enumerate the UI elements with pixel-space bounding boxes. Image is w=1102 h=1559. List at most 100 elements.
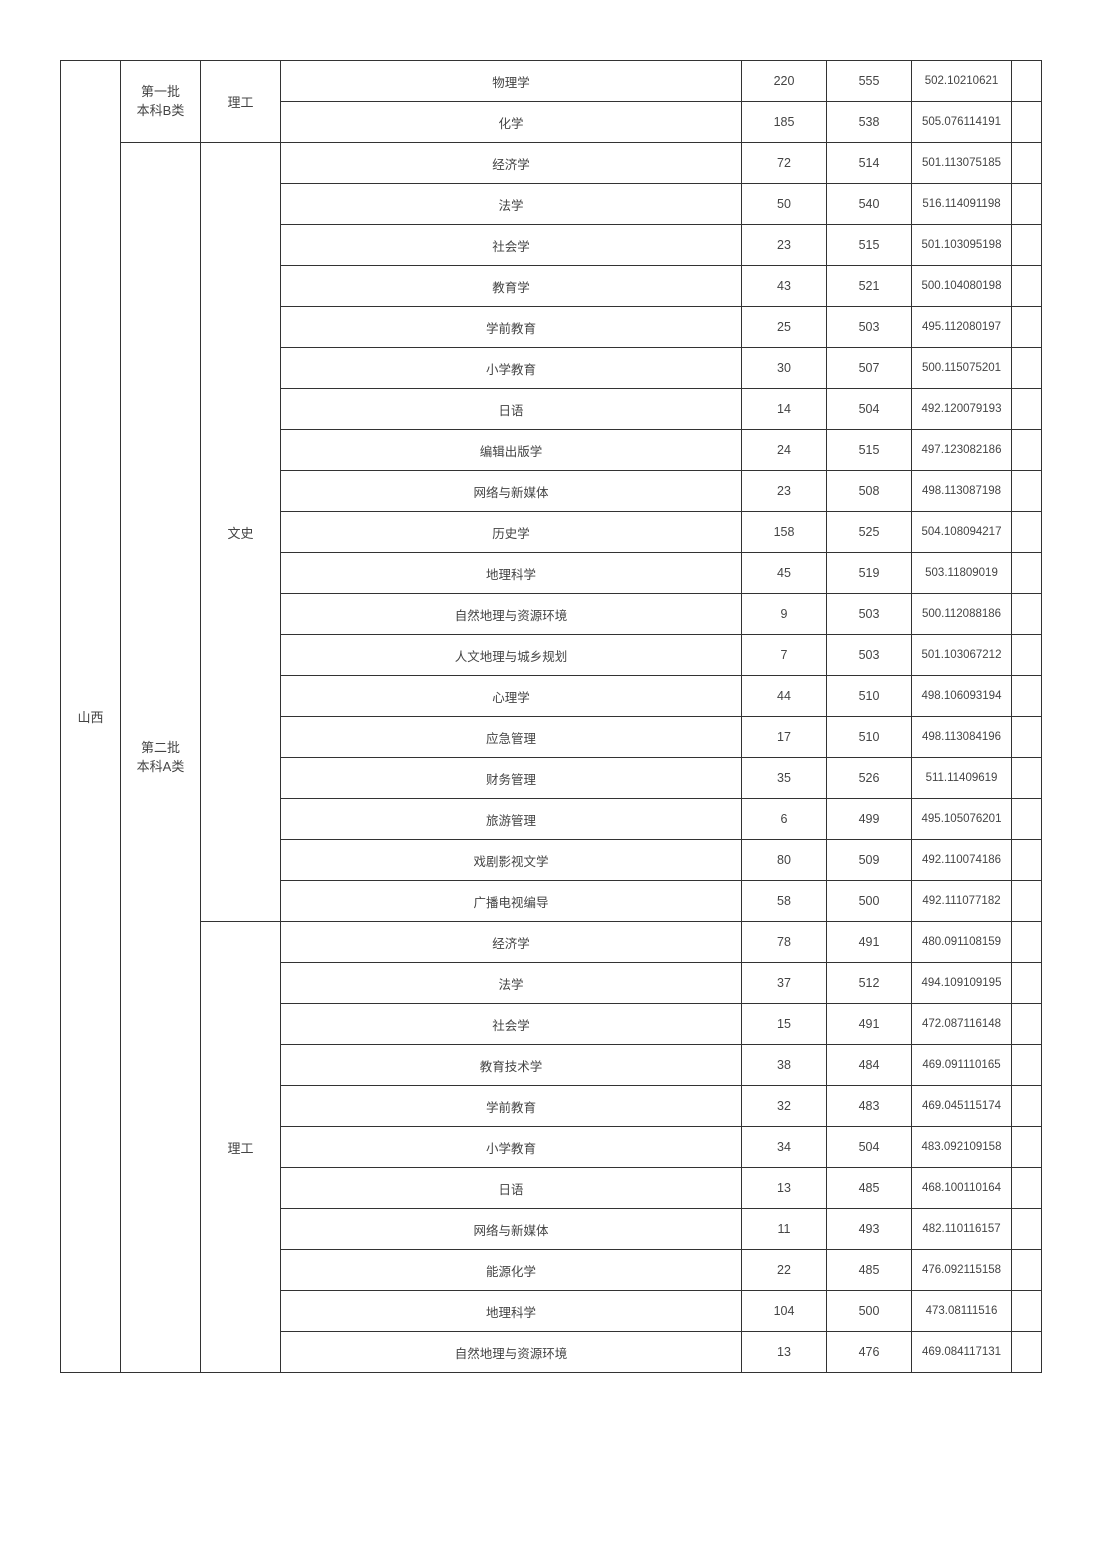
table-row: 网络与新媒体11493482.110116157: [281, 1209, 1042, 1250]
empty-cell: [1012, 1045, 1042, 1086]
value-c-cell: 503.11809019: [912, 553, 1012, 594]
value-c-cell: 502.10210621: [912, 61, 1012, 102]
major-name-cell: 物理学: [281, 61, 742, 102]
empty-cell: [1012, 1291, 1042, 1332]
batch-row: 第一批本科B类理工物理学220555502.10210621化学18553850…: [121, 61, 1042, 143]
table-row: 历史学158525504.108094217: [281, 512, 1042, 553]
value-a-cell: 13: [742, 1168, 827, 1209]
empty-cell: [1012, 389, 1042, 430]
table-row: 学前教育25503495.112080197: [281, 307, 1042, 348]
batch-label: 第一批本科B类: [121, 61, 201, 143]
majors-column: 物理学220555502.10210621化学185538505.0761141…: [281, 61, 1042, 143]
value-b-cell: 514: [827, 143, 912, 184]
value-b-cell: 555: [827, 61, 912, 102]
table-row: 地理科学104500473.08111516: [281, 1291, 1042, 1332]
value-c-cell: 501.103095198: [912, 225, 1012, 266]
value-c-cell: 498.113084196: [912, 717, 1012, 758]
empty-cell: [1012, 102, 1042, 143]
major-name-cell: 日语: [281, 389, 742, 430]
value-b-cell: 493: [827, 1209, 912, 1250]
value-a-cell: 14: [742, 389, 827, 430]
value-b-cell: 503: [827, 594, 912, 635]
value-c-cell: 497.123082186: [912, 430, 1012, 471]
value-b-cell: 540: [827, 184, 912, 225]
major-name-cell: 自然地理与资源环境: [281, 1332, 742, 1373]
value-b-cell: 515: [827, 430, 912, 471]
value-a-cell: 13: [742, 1332, 827, 1373]
value-c-cell: 494.109109195: [912, 963, 1012, 1004]
table-row: 社会学15491472.087116148: [281, 1004, 1042, 1045]
empty-cell: [1012, 430, 1042, 471]
empty-cell: [1012, 1209, 1042, 1250]
table-row: 学前教育32483469.045115174: [281, 1086, 1042, 1127]
empty-cell: [1012, 717, 1042, 758]
empty-cell: [1012, 881, 1042, 922]
value-b-cell: 525: [827, 512, 912, 553]
value-b-cell: 509: [827, 840, 912, 881]
category-row: 理工经济学78491480.091108159法学37512494.109109…: [201, 922, 1042, 1373]
value-b-cell: 538: [827, 102, 912, 143]
table-row: 小学教育30507500.115075201: [281, 348, 1042, 389]
value-b-cell: 500: [827, 1291, 912, 1332]
value-a-cell: 220: [742, 61, 827, 102]
major-name-cell: 自然地理与资源环境: [281, 594, 742, 635]
table-row: 小学教育34504483.092109158: [281, 1127, 1042, 1168]
value-b-cell: 526: [827, 758, 912, 799]
value-a-cell: 30: [742, 348, 827, 389]
value-c-cell: 511.11409619: [912, 758, 1012, 799]
major-name-cell: 法学: [281, 963, 742, 1004]
value-a-cell: 37: [742, 963, 827, 1004]
value-a-cell: 78: [742, 922, 827, 963]
empty-cell: [1012, 594, 1042, 635]
value-a-cell: 25: [742, 307, 827, 348]
value-a-cell: 35: [742, 758, 827, 799]
table-row: 广播电视编导58500492.111077182: [281, 881, 1042, 922]
value-a-cell: 50: [742, 184, 827, 225]
major-name-cell: 网络与新媒体: [281, 1209, 742, 1250]
value-b-cell: 507: [827, 348, 912, 389]
value-a-cell: 34: [742, 1127, 827, 1168]
table-row: 法学37512494.109109195: [281, 963, 1042, 1004]
value-c-cell: 483.092109158: [912, 1127, 1012, 1168]
empty-cell: [1012, 635, 1042, 676]
category-row: 理工物理学220555502.10210621化学185538505.07611…: [201, 61, 1042, 143]
batch-label: 第二批本科A类: [121, 143, 201, 1373]
admissions-table: 山西 第一批本科B类理工物理学220555502.10210621化学18553…: [60, 60, 1042, 1373]
table-row: 能源化学22485476.092115158: [281, 1250, 1042, 1291]
major-name-cell: 财务管理: [281, 758, 742, 799]
major-name-cell: 戏剧影视文学: [281, 840, 742, 881]
value-c-cell: 469.045115174: [912, 1086, 1012, 1127]
value-b-cell: 510: [827, 676, 912, 717]
value-b-cell: 504: [827, 389, 912, 430]
category-label: 文史: [201, 143, 281, 922]
value-c-cell: 495.112080197: [912, 307, 1012, 348]
empty-cell: [1012, 471, 1042, 512]
table-row: 法学50540516.114091198: [281, 184, 1042, 225]
table-row: 自然地理与资源环境9503500.112088186: [281, 594, 1042, 635]
major-name-cell: 日语: [281, 1168, 742, 1209]
value-b-cell: 485: [827, 1250, 912, 1291]
major-name-cell: 法学: [281, 184, 742, 225]
table-row: 日语13485468.100110164: [281, 1168, 1042, 1209]
table-row: 地理科学45519503.11809019: [281, 553, 1042, 594]
value-b-cell: 499: [827, 799, 912, 840]
empty-cell: [1012, 758, 1042, 799]
empty-cell: [1012, 512, 1042, 553]
value-c-cell: 500.104080198: [912, 266, 1012, 307]
empty-cell: [1012, 348, 1042, 389]
table-row: 戏剧影视文学80509492.110074186: [281, 840, 1042, 881]
empty-cell: [1012, 1332, 1042, 1373]
empty-cell: [1012, 1250, 1042, 1291]
value-b-cell: 510: [827, 717, 912, 758]
value-b-cell: 483: [827, 1086, 912, 1127]
empty-cell: [1012, 1004, 1042, 1045]
major-name-cell: 社会学: [281, 1004, 742, 1045]
value-a-cell: 80: [742, 840, 827, 881]
value-b-cell: 491: [827, 922, 912, 963]
value-a-cell: 17: [742, 717, 827, 758]
value-c-cell: 501.103067212: [912, 635, 1012, 676]
value-a-cell: 11: [742, 1209, 827, 1250]
value-c-cell: 501.113075185: [912, 143, 1012, 184]
table-row: 教育学43521500.104080198: [281, 266, 1042, 307]
value-a-cell: 185: [742, 102, 827, 143]
